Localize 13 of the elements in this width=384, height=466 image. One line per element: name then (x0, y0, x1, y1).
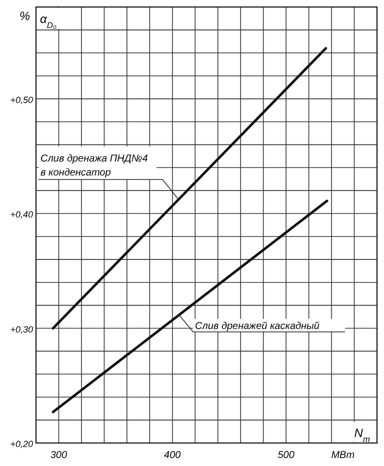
x-axis-title: N$_{т}$ (354, 426, 370, 444)
text: % (19, 9, 30, 23)
y-tick-label: +0,40 (10, 210, 33, 220)
x-tick-label: 500 (278, 450, 295, 461)
text: МВт (331, 450, 355, 461)
text: Слив дренажа ПНД№4 в конденсатор (40, 153, 148, 178)
y-axis-title: α$_{D₀}$ (40, 12, 57, 30)
y-tick-label: +0,20 (10, 439, 33, 449)
x-tick-label: 400 (164, 450, 182, 461)
y-tick-label: +0,50 (10, 94, 33, 105)
series-label: Слив дренажей каскадный (195, 320, 320, 332)
y-tick-label: +0,30 (10, 324, 33, 334)
x-tick-label: 300 (50, 450, 68, 461)
